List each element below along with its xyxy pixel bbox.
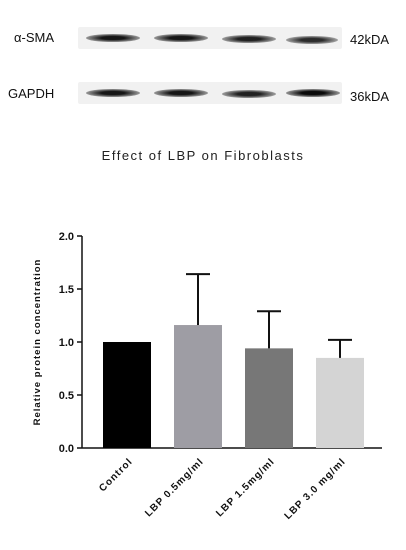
blot-protein-label: α-SMA <box>14 30 55 45</box>
blot-band <box>154 89 208 97</box>
x-tick-label: Control <box>97 456 135 494</box>
blot-band <box>222 90 276 98</box>
blot-strip-gapdh <box>78 82 342 104</box>
blot-band <box>86 34 140 42</box>
bar <box>245 348 293 448</box>
blot-size-label: 42kDA <box>350 32 390 47</box>
blot-band <box>222 35 276 43</box>
blot-band <box>286 36 338 44</box>
y-tick-label: 0.5 <box>59 390 74 402</box>
x-tick-label-group: Control LBP 0.5mg/ml LBP 1.5mg/ml LBP 3.0 m… <box>97 456 348 522</box>
error-bar-group <box>186 273 352 358</box>
bar <box>103 342 151 448</box>
blot-strip-sma <box>78 27 342 49</box>
blot-protein-label: GAPDH <box>8 86 55 101</box>
blot-band <box>154 34 208 42</box>
blot-band <box>86 89 140 97</box>
bar <box>316 357 364 448</box>
x-tick-label: LBP 0.5mg/ml <box>143 456 206 519</box>
y-axis-label: Relative protein concentration <box>32 259 43 426</box>
y-tick-label: 1.5 <box>59 284 74 296</box>
y-tick-label: 0.0 <box>59 443 74 455</box>
bar-group <box>103 325 364 448</box>
y-tick-label: 2.0 <box>59 231 74 243</box>
y-tick-label: 1.0 <box>59 337 74 349</box>
blot-band <box>286 89 340 97</box>
x-tick-label: LBP 3.0 mg/ml <box>283 456 349 522</box>
blot-size-label: 36kDA <box>350 89 390 104</box>
chart-title: Effect of LBP on Fibroblasts <box>101 148 305 163</box>
x-tick-label: LBP 1.5mg/ml <box>214 456 277 519</box>
y-tick-group: 0.0 0.5 1.0 1.5 2.0 <box>59 231 82 455</box>
bar <box>174 325 222 448</box>
western-blot-panel: α-SMA 42kDA GAPDH 36kDA <box>0 0 406 130</box>
